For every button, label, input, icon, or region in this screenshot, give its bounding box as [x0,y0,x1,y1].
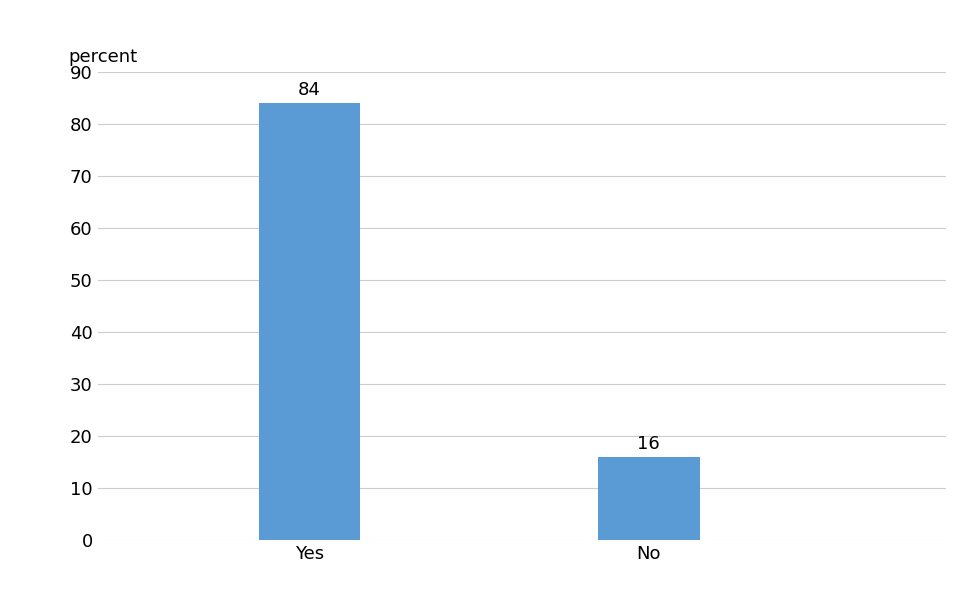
Bar [258,103,361,540]
Text: percent: percent [68,48,137,66]
Text: 84: 84 [298,81,321,99]
Bar [598,457,700,540]
Text: 16: 16 [638,434,660,452]
